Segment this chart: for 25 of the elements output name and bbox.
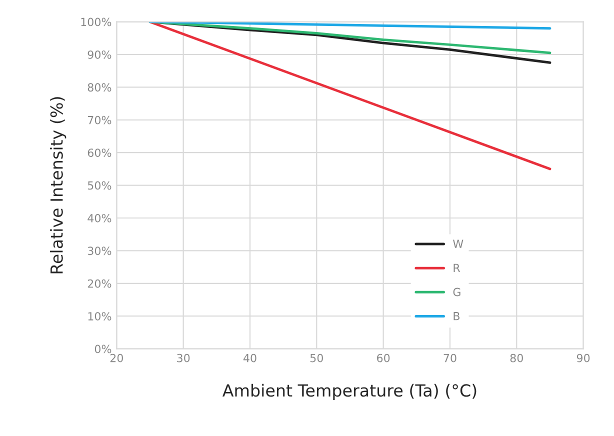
legend-label: W xyxy=(453,240,464,248)
y-tick-label: 0% xyxy=(94,344,112,354)
legend-label: R xyxy=(454,264,460,272)
x-tick-label: 60 xyxy=(377,354,390,362)
y-tick-label: 20% xyxy=(88,279,112,288)
y-tick-label: 100% xyxy=(81,18,112,26)
y-tick-label: 30% xyxy=(88,246,112,256)
y-tick-label: 10% xyxy=(88,312,112,320)
y-axis-title: Relative Intensity (%) xyxy=(50,97,66,274)
y-tick-label: 80% xyxy=(88,83,112,92)
x-tick-label: 30 xyxy=(177,354,190,362)
x-tick-label: 20 xyxy=(110,354,123,362)
x-tick-label: 80 xyxy=(510,354,523,362)
x-tick-label: 90 xyxy=(576,354,590,362)
legend-label: B xyxy=(454,312,460,320)
y-tick-label: 60% xyxy=(88,148,112,157)
y-tick-label: 40% xyxy=(88,214,112,222)
legend-label: G xyxy=(453,288,460,296)
x-axis-title: Ambient Temperature (Ta) (°C) xyxy=(222,384,476,400)
x-tick-label: 40 xyxy=(243,354,256,362)
y-tick-label: 70% xyxy=(88,116,112,124)
x-tick-label: 70 xyxy=(444,354,456,362)
x-tick-label: 50 xyxy=(310,354,323,362)
y-tick-label: 90% xyxy=(88,50,112,59)
y-tick-label: 50% xyxy=(88,181,112,190)
